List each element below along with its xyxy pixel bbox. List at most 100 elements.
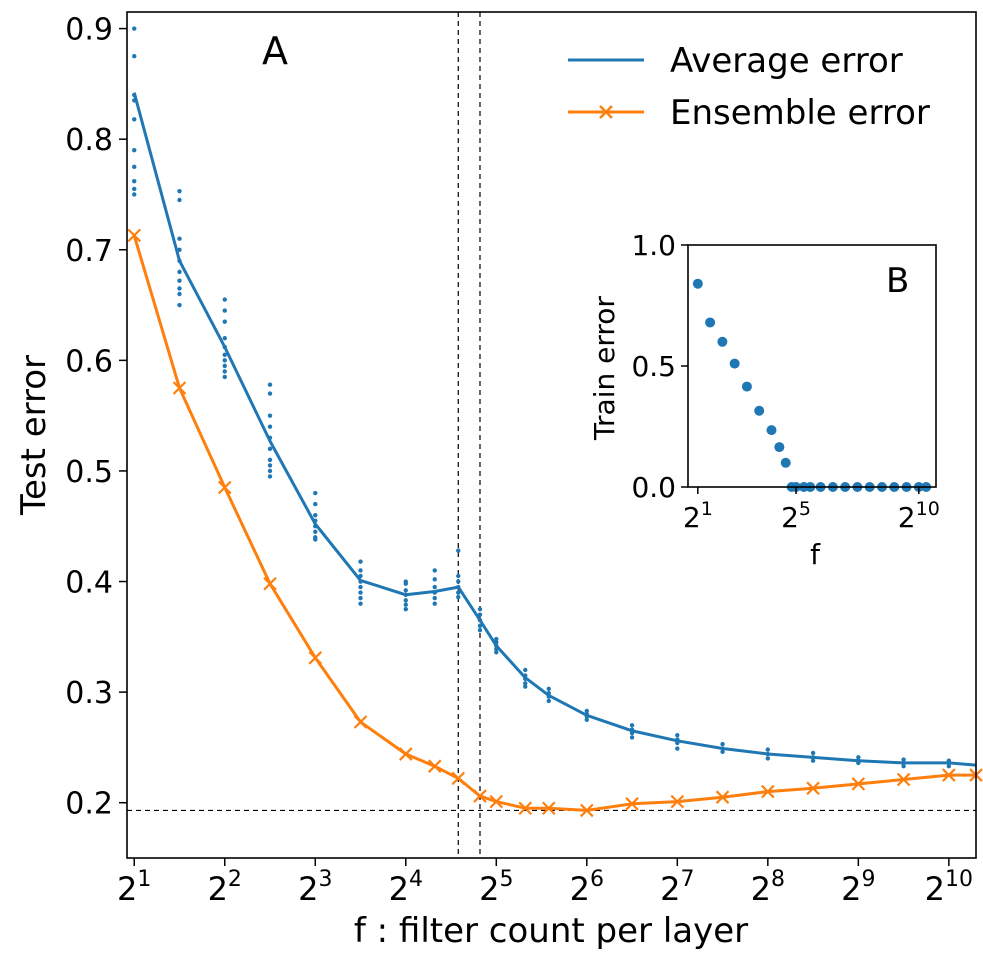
run-point [358,559,363,564]
run-point [432,595,437,601]
run-point [267,474,273,479]
run-point [494,650,499,655]
run-point [267,457,273,463]
ensemble-point [580,803,594,818]
run-point [177,236,182,241]
legend-label-ensemble: Ensemble error [670,93,930,133]
x-ticks-b: 21 25 210 [683,487,940,534]
ensemble-point [451,771,466,786]
run-point [456,573,461,579]
run-point [177,291,182,297]
axes-frame-a [126,11,977,859]
panel-b-inset: 21 25 210 0.0 0.5 1.0 B f Train error [588,229,940,571]
run-point [675,746,680,751]
ensemble-point [489,794,504,809]
y-axis-label-a: Test error [14,355,54,516]
x-axis-label-a: f : filter count per layer [354,911,748,951]
train-error-point [774,442,785,453]
run-point [358,595,363,601]
run-point [313,537,318,542]
run-point [177,278,182,283]
run-point [132,54,137,59]
legend: Average error Ensemble error [568,41,930,133]
run-point [432,577,437,582]
ensemble-point [263,576,277,591]
y-axis-label-b: Train error [588,296,621,441]
run-point [313,529,318,534]
ensemble-point [127,228,142,243]
run-point [946,764,952,769]
panel-label-a: A [262,29,288,73]
run-point [810,750,816,756]
x-tick-label: 23 [298,867,332,908]
run-point [456,548,461,553]
run-point [222,352,227,358]
run-point [546,698,551,704]
ensemble-point [896,772,911,787]
run-point [432,584,437,590]
run-point [584,708,589,714]
run-point [810,758,816,763]
y-tick-label-b: 0.0 [631,471,676,504]
ensemble-point [353,715,368,729]
y-tick-label: 0.7 [65,234,113,269]
run-point [132,117,137,122]
ensemble-point [942,768,956,782]
run-point [432,601,437,606]
ensemble-point [625,797,639,811]
y-tick-label: 0.4 [65,566,113,601]
plot-area-b [688,245,936,487]
run-point [901,757,906,762]
x-tick-label: 25 [479,867,513,908]
y-tick-label: 0.8 [65,123,113,158]
run-point [403,606,408,612]
series-group-b [692,278,932,492]
run-point [313,490,318,496]
run-point [629,735,635,740]
run-point [267,391,273,396]
run-point [477,606,483,612]
run-point [222,336,227,341]
run-point [132,26,137,31]
run-point [523,667,528,673]
x-tick-label: 24 [389,867,423,908]
run-point [222,308,227,313]
run-point [267,468,273,474]
x-tick-label: 28 [751,867,785,908]
train-error-point [754,405,765,416]
ensemble-point [851,777,866,791]
run-point [222,363,227,369]
run-point [267,424,273,429]
ensemble-point [473,789,487,803]
ensemble-point [806,781,820,796]
run-point [403,588,408,593]
run-point [720,741,725,747]
run-point [477,627,483,633]
run-point [358,568,363,573]
y-tick-label-b: 0.5 [631,350,676,383]
run-point [177,286,182,291]
run-point [403,602,408,607]
run-point [765,756,771,761]
run-point [177,247,182,252]
y-tick-label: 0.6 [65,344,113,379]
run-point [177,269,182,275]
x-tick-label-b: 25 [781,498,811,534]
run-point [222,358,227,363]
x-tick-label-b: 210 [898,498,940,534]
run-point [584,717,589,722]
train-error-point [705,317,716,328]
x-tick-label: 27 [660,867,694,908]
ensemble-point [715,790,730,804]
run-point [432,568,437,573]
run-point [313,501,318,507]
run-point [177,197,182,203]
run-point [523,684,528,689]
y-ticks-b: 0.0 0.5 1.0 [631,229,688,504]
run-point [720,749,725,755]
run-point [675,733,680,738]
y-tick-label: 0.9 [65,13,113,48]
run-point [313,512,318,518]
x-tick-label: 210 [925,867,973,908]
panel-label-b: B [886,261,909,301]
